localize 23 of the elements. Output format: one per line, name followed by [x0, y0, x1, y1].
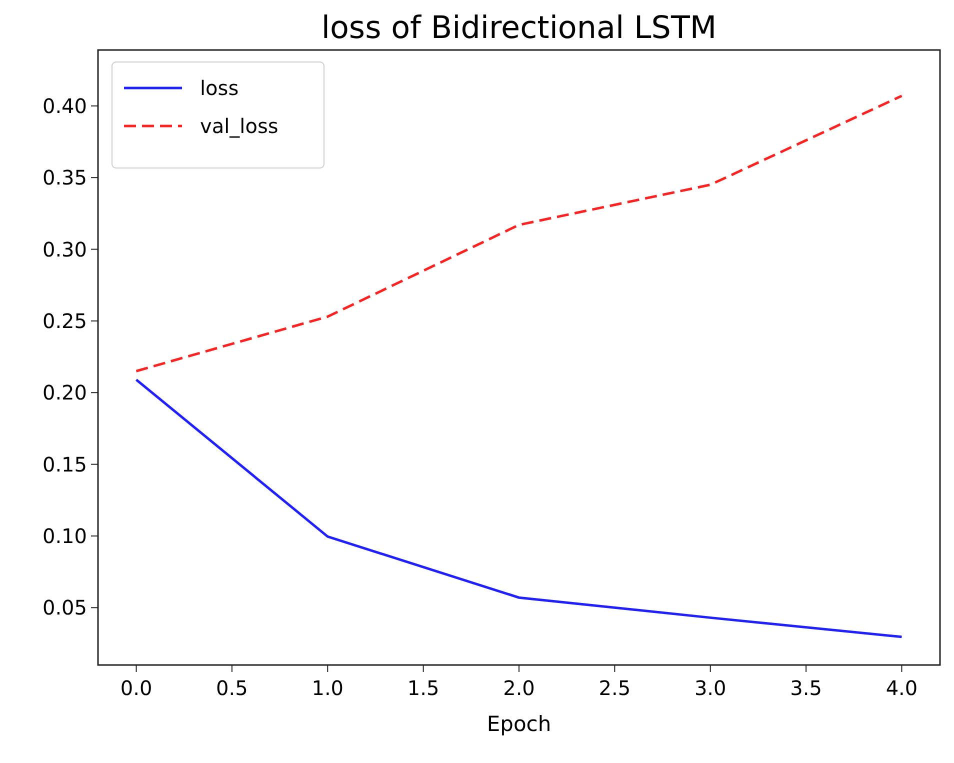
legend-label: val_loss [200, 114, 278, 138]
y-tick-label: 0.20 [42, 380, 87, 405]
x-tick-label: 1.5 [407, 676, 440, 700]
y-tick-label: 0.40 [42, 94, 87, 118]
x-tick-label: 2.0 [503, 676, 535, 700]
y-tick-label: 0.05 [42, 596, 87, 620]
y-tick-label: 0.30 [42, 237, 87, 262]
line-series [135, 378, 903, 638]
y-tick-label: 0.25 [42, 308, 87, 333]
y-tick-label: 0.10 [42, 524, 87, 548]
x-tick-label: 3.5 [790, 676, 822, 700]
y-tick-label: 0.35 [42, 166, 87, 190]
x-tick-label: 4.0 [886, 676, 918, 700]
x-tick-label: 0.0 [120, 676, 152, 700]
line-series [135, 94, 903, 372]
chart-title: loss of Bidirectional LSTM [321, 10, 717, 46]
x-tick-label: 0.5 [216, 676, 248, 700]
y-tick-label: 0.15 [42, 452, 87, 476]
x-tick-label: 1.0 [312, 676, 344, 700]
legend-label: loss [200, 76, 239, 100]
x-axis-title: Epoch [486, 712, 552, 736]
x-tick-label: 2.5 [598, 676, 631, 700]
x-tick-label: 3.0 [694, 676, 726, 700]
